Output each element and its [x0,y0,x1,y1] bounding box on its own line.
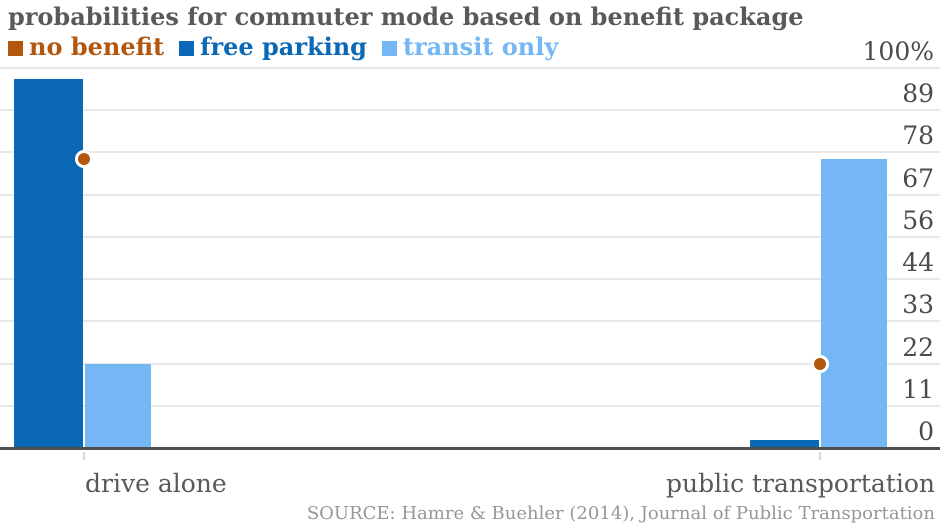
gridline [0,193,940,196]
y-axis-label: 67 [895,164,936,193]
legend-label-free-parking: free parking [200,32,367,61]
gridline [0,151,940,154]
y-axis-label: 22 [895,333,936,362]
chart-title: probabilities for commuter mode based on… [8,2,804,31]
legend-item-free-parking: free parking [179,33,367,61]
y-axis-label: 44 [895,249,936,278]
y-axis-label: 0 [911,418,936,446]
gridline [0,320,940,323]
category-label-drive-alone: drive alone [85,469,227,498]
bar-transit-only-1 [821,159,887,448]
y-axis-label: 78 [895,122,936,151]
gridline [0,404,940,407]
gridline [0,67,940,69]
bar-free-parking-0 [14,79,83,448]
legend-swatch-transit-only [381,40,397,56]
gridline [0,278,940,281]
y-axis-label: 56 [895,206,936,235]
legend-swatch-no-benefit [8,40,23,56]
x-axis-baseline [0,447,940,450]
gridline [0,362,940,365]
point-no-benefit-0 [75,150,93,169]
legend: no benefit free parking transit only [8,33,558,61]
legend-item-no-benefit: no benefit [8,33,164,61]
x-axis-tick [83,452,85,460]
category-label-public-transportation: public transportation [665,469,935,498]
y-axis-label: 33 [895,291,936,320]
y-axis-label: 11 [895,375,936,404]
bar-free-parking-1 [750,440,819,448]
point-no-benefit-1 [811,355,829,374]
source-credit: SOURCE: Hamre & Buehler (2014), Journal … [306,503,935,524]
legend-label-no-benefit: no benefit [29,32,165,61]
gridline [0,235,940,238]
legend-item-transit-only: transit only [381,32,559,61]
legend-label-transit-only: transit only [402,32,559,61]
y-axis-label: 100% [855,38,936,66]
x-axis-tick [819,452,821,460]
y-axis-label: 89 [895,80,936,109]
bar-transit-only-0 [85,364,151,448]
gridline [0,109,940,112]
legend-swatch-free-parking [179,40,195,56]
